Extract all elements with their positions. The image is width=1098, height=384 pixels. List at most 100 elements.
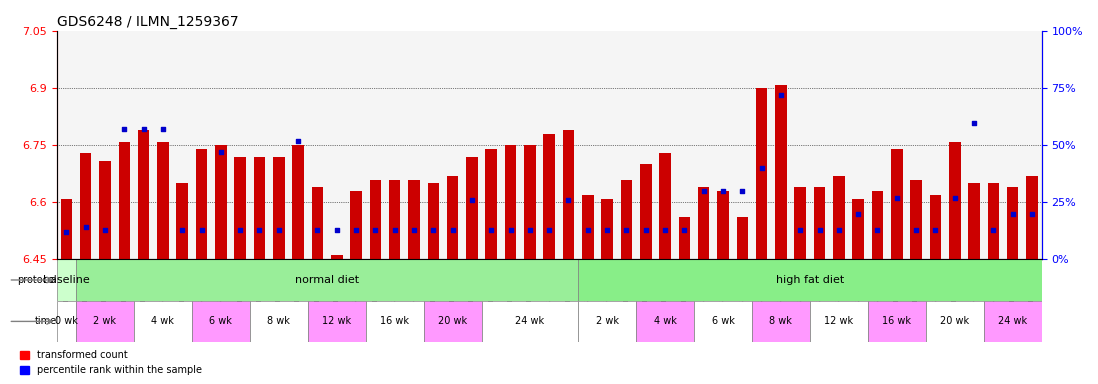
Point <box>792 227 809 233</box>
Bar <box>157 142 169 259</box>
Point <box>232 227 249 233</box>
Text: 24 wk: 24 wk <box>515 316 545 326</box>
Bar <box>872 191 883 259</box>
Bar <box>307 301 366 342</box>
Point <box>135 126 153 132</box>
Bar <box>482 301 579 342</box>
Bar <box>192 301 250 342</box>
Point <box>347 227 365 233</box>
Bar <box>602 199 613 259</box>
Bar <box>640 164 651 259</box>
Bar <box>910 179 922 259</box>
Point <box>598 227 616 233</box>
Bar <box>215 145 226 259</box>
Bar <box>424 301 482 342</box>
Text: 16 wk: 16 wk <box>883 316 911 326</box>
Point <box>907 227 925 233</box>
Bar <box>1027 176 1038 259</box>
Bar <box>273 157 284 259</box>
Bar <box>524 145 536 259</box>
Point <box>888 195 906 201</box>
Point <box>733 188 751 194</box>
Text: 24 wk: 24 wk <box>998 316 1028 326</box>
Bar <box>679 217 691 259</box>
Text: 8 wk: 8 wk <box>770 316 793 326</box>
Bar <box>134 301 192 342</box>
Bar <box>968 183 979 259</box>
Point <box>927 227 944 233</box>
Bar <box>312 187 323 259</box>
Bar <box>814 187 826 259</box>
Text: 8 wk: 8 wk <box>268 316 290 326</box>
Point <box>309 227 326 233</box>
Bar <box>810 301 867 342</box>
Point <box>753 165 771 171</box>
Point <box>946 195 964 201</box>
Bar <box>867 301 926 342</box>
Bar <box>370 179 381 259</box>
Bar <box>1007 187 1019 259</box>
Text: normal diet: normal diet <box>295 275 359 285</box>
Point <box>270 227 288 233</box>
Point <box>850 210 867 217</box>
Point <box>250 227 268 233</box>
Text: 12 wk: 12 wk <box>825 316 853 326</box>
Bar <box>467 157 478 259</box>
Point <box>154 126 171 132</box>
Bar <box>582 195 594 259</box>
Point <box>657 227 674 233</box>
Bar <box>698 187 709 259</box>
Point <box>540 227 558 233</box>
Bar <box>60 199 72 259</box>
Point <box>385 227 403 233</box>
Bar <box>926 301 984 342</box>
Point <box>637 227 654 233</box>
Bar <box>76 259 579 301</box>
Bar <box>408 179 419 259</box>
Bar <box>119 142 130 259</box>
Text: 4 wk: 4 wk <box>653 316 676 326</box>
Bar <box>195 149 208 259</box>
Bar <box>330 255 343 259</box>
Point <box>830 227 848 233</box>
Text: 0 wk: 0 wk <box>55 316 78 326</box>
Point <box>1023 210 1041 217</box>
Bar <box>57 301 76 342</box>
Bar <box>833 176 844 259</box>
Point <box>405 227 423 233</box>
Bar <box>138 130 149 259</box>
Point <box>193 227 211 233</box>
Point <box>482 227 500 233</box>
Text: 4 wk: 4 wk <box>152 316 175 326</box>
Text: 20 wk: 20 wk <box>438 316 467 326</box>
Point <box>772 92 789 98</box>
Point <box>502 227 519 233</box>
Point <box>522 227 539 233</box>
Text: time: time <box>35 316 57 326</box>
Point <box>367 227 384 233</box>
Bar <box>485 149 497 259</box>
Bar <box>579 301 636 342</box>
Point <box>560 197 578 203</box>
Point <box>115 126 133 132</box>
Bar <box>852 199 864 259</box>
Point <box>714 188 731 194</box>
Bar <box>775 84 787 259</box>
Text: 6 wk: 6 wk <box>712 316 735 326</box>
Point <box>57 229 75 235</box>
Point <box>290 138 307 144</box>
Bar <box>292 145 304 259</box>
Legend: transformed count, percentile rank within the sample: transformed count, percentile rank withi… <box>15 346 206 379</box>
Point <box>675 227 693 233</box>
Bar <box>250 301 307 342</box>
Point <box>985 227 1002 233</box>
Point <box>869 227 886 233</box>
Bar <box>389 179 401 259</box>
Point <box>965 119 983 126</box>
Bar <box>99 161 111 259</box>
Bar <box>57 259 76 301</box>
Bar <box>76 301 134 342</box>
Bar <box>752 301 810 342</box>
Bar <box>620 179 632 259</box>
Text: 2 wk: 2 wk <box>93 316 116 326</box>
